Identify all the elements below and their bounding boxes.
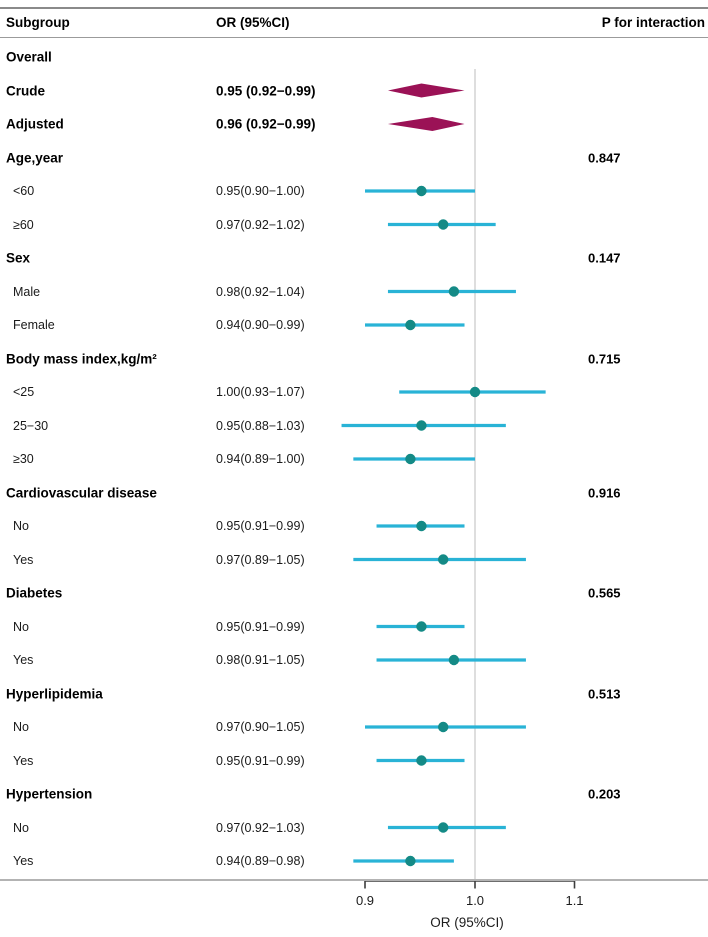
row-label: Sex xyxy=(6,250,31,266)
or-value: 0.98(0.92−1.04) xyxy=(216,284,305,299)
row-label: Yes xyxy=(13,854,34,868)
column-header-p: P for interaction xyxy=(601,15,705,30)
row-label: Yes xyxy=(13,552,34,567)
column-header-or: OR (95%CI) xyxy=(216,15,290,30)
row-label: No xyxy=(13,519,29,533)
point-estimate xyxy=(469,386,481,398)
row-label: No xyxy=(13,820,29,835)
axis-tick-label: 1.1 xyxy=(565,893,584,908)
point-estimate xyxy=(438,822,449,833)
column-header-subgroup: Subgroup xyxy=(6,15,70,30)
or-value: 0.97(0.89−1.05) xyxy=(216,552,305,567)
point-estimate xyxy=(416,755,427,766)
or-value: 0.95(0.88−1.03) xyxy=(216,418,305,433)
point-estimate xyxy=(405,453,416,465)
row-label: No xyxy=(13,720,29,734)
row-label: Crude xyxy=(6,83,46,98)
or-value: 0.98(0.91−1.05) xyxy=(216,653,305,667)
row-label: ≥60 xyxy=(13,217,34,232)
row-label: <60 xyxy=(13,184,35,198)
row-label: <25 xyxy=(13,385,35,399)
or-value: 0.94(0.89−1.00) xyxy=(216,452,305,466)
header-rule xyxy=(0,37,708,39)
or-value: 1.00(0.93−1.07) xyxy=(216,385,305,399)
summary-diamond xyxy=(387,83,465,98)
or-value: 0.95(0.90−1.00) xyxy=(216,184,305,198)
row-label: Diabetes xyxy=(6,585,63,601)
point-estimate xyxy=(438,721,449,733)
or-value: 0.97(0.90−1.05) xyxy=(216,720,305,734)
or-value: 0.96 (0.92−0.99) xyxy=(216,116,316,132)
row-label: Hypertension xyxy=(6,786,93,802)
axis-title: OR (95%CI) xyxy=(430,915,504,930)
row-label: No xyxy=(13,619,29,634)
point-estimate xyxy=(416,185,427,197)
row-label: Overall xyxy=(6,49,52,65)
point-estimate xyxy=(438,554,449,565)
point-estimate xyxy=(416,621,427,632)
or-value: 0.97(0.92−1.03) xyxy=(216,820,305,835)
top-rule xyxy=(0,7,708,10)
or-value: 0.97(0.92−1.02) xyxy=(216,217,305,232)
row-label: ≥30 xyxy=(13,452,34,466)
axis-tick-label: 1.0 xyxy=(465,893,485,908)
row-label: Hyperlipidemia xyxy=(6,686,103,701)
point-estimate xyxy=(405,855,416,867)
bottom-rule xyxy=(0,879,708,881)
row-label: Female xyxy=(13,318,55,332)
point-estimate xyxy=(416,420,427,431)
or-value: 0.95(0.91−0.99) xyxy=(216,619,305,634)
p-value: 0.565 xyxy=(588,585,621,601)
row-label: Adjusted xyxy=(6,116,64,132)
row-label: Yes xyxy=(13,753,34,768)
point-estimate xyxy=(416,520,427,532)
or-value: 0.95 (0.92−0.99) xyxy=(216,83,316,98)
row-label: 25−30 xyxy=(13,418,49,433)
p-value: 0.147 xyxy=(588,250,621,266)
row-label: Age,year xyxy=(6,150,64,165)
row-label: Cardiovascular disease xyxy=(6,485,157,500)
p-value: 0.847 xyxy=(588,150,621,165)
p-value: 0.513 xyxy=(588,686,621,701)
row-label: Yes xyxy=(13,653,34,667)
p-value: 0.916 xyxy=(588,485,621,500)
axis-tick-label: 0.9 xyxy=(355,893,375,908)
row-label: Male xyxy=(13,284,41,299)
or-value: 0.94(0.89−0.98) xyxy=(216,854,305,868)
point-estimate xyxy=(448,286,460,297)
or-value: 0.95(0.91−0.99) xyxy=(216,753,305,768)
or-value: 0.95(0.91−0.99) xyxy=(216,519,305,533)
p-value: 0.203 xyxy=(588,786,621,802)
point-estimate xyxy=(405,319,416,331)
or-value: 0.94(0.90−0.99) xyxy=(216,318,305,332)
point-estimate xyxy=(448,654,460,666)
p-value: 0.715 xyxy=(588,351,621,366)
summary-diamond xyxy=(387,117,465,131)
row-label: Body mass index,kg/m² xyxy=(6,351,157,366)
point-estimate xyxy=(438,219,449,230)
